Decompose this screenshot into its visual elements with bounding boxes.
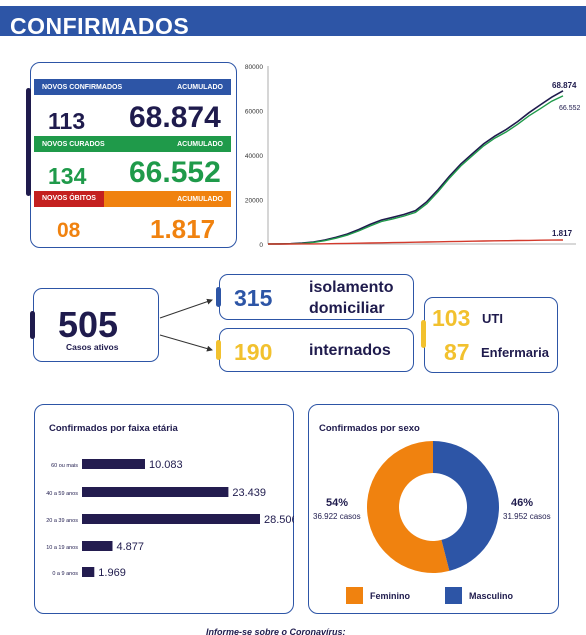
hospitalized-box <box>219 328 414 372</box>
age-value-label: 23.439 <box>232 487 266 499</box>
uti-value: 103 <box>432 305 471 331</box>
isolation-box <box>219 274 414 320</box>
active-total: 505 <box>58 304 119 345</box>
sex-panel <box>308 404 559 614</box>
male-pct: 46% <box>511 497 534 509</box>
confirmed-label: NOVOS CONFIRMADOS <box>42 83 123 91</box>
age-category-label: 60 ou mais <box>51 463 78 469</box>
age-value-label: 4.877 <box>117 541 145 553</box>
cured-new: 134 <box>48 163 87 189</box>
deaths-new: 08 <box>57 219 81 242</box>
deaths-label: NOVOS ÓBITOS <box>34 191 104 207</box>
isolation-accent-bar <box>216 287 221 307</box>
y-tick-label: 80000 <box>245 64 263 71</box>
age-chart-title: Confirmados por faixa etária <box>49 423 178 434</box>
confirmed-total: 68.874 <box>129 101 221 134</box>
age-bar <box>82 487 229 497</box>
male-count: 31.952 casos <box>503 512 551 521</box>
cumulative-line-chart: 80000 60000 40000 20000 0 68.874 66.552 1.817 <box>245 64 581 249</box>
breakdown-accent-bar <box>421 320 426 348</box>
cured-acc-label: ACUMULADO <box>177 140 223 148</box>
page-title: CONFIRMADOS <box>10 13 190 39</box>
active-label: Casos ativos <box>66 342 119 352</box>
age-value-label: 1.969 <box>98 567 126 579</box>
ward-value: 87 <box>444 339 470 365</box>
legend-female-label: Feminino <box>370 591 410 601</box>
cured-label: NOVOS CURADOS <box>42 140 105 148</box>
age-bar <box>82 459 145 469</box>
isolation-value: 315 <box>234 285 273 311</box>
legend-female-swatch <box>346 587 363 604</box>
footer-text: Informe-se sobre o Coronavírus: <box>206 627 346 635</box>
deaths-line <box>268 239 564 245</box>
end-value-label: 1.817 <box>552 229 573 238</box>
y-tick-label: 40000 <box>245 153 263 160</box>
end-value-label: 66.552 <box>559 105 581 112</box>
sex-donut-chart <box>367 441 499 573</box>
isolation-label-line1: isolamento <box>309 279 394 296</box>
age-bar <box>82 514 260 524</box>
sex-chart-title: Confirmados por sexo <box>319 423 420 434</box>
isolation-label-line2: domiciliar <box>309 300 385 317</box>
hospitalized-accent-bar <box>216 340 221 360</box>
cured-line <box>267 95 564 245</box>
age-value-label: 10.083 <box>149 459 183 471</box>
arrow-to-isolation <box>159 298 213 319</box>
age-category-label: 20 a 39 anos <box>46 518 78 524</box>
age-value-label: 28.506 <box>264 514 294 526</box>
female-pct: 54% <box>326 497 349 509</box>
ward-label: Enfermaria <box>481 345 549 360</box>
y-tick-label: 20000 <box>245 198 263 205</box>
active-accent-bar <box>30 311 35 339</box>
deaths-strip: NOVOS ÓBITOS ACUMULADO <box>34 191 231 207</box>
cured-total: 66.552 <box>129 156 221 189</box>
age-bar-chart: 60 ou mais 10.083 40 a 59 anos 23.439 20 a 3… <box>46 459 294 579</box>
male-slice <box>433 441 499 571</box>
deaths-acc-label: ACUMULADO <box>177 195 223 203</box>
age-bar <box>82 567 95 577</box>
female-slice <box>367 441 450 573</box>
end-value-label: 68.874 <box>552 81 577 90</box>
confirmed-new: 113 <box>48 108 86 134</box>
active-cases-box <box>33 288 159 362</box>
confirmed-acc-label: ACUMULADO <box>177 83 223 91</box>
deaths-total: 1.817 <box>150 214 216 244</box>
connector-arrows <box>159 298 213 352</box>
hospitalized-value: 190 <box>234 339 273 365</box>
confirmed-line <box>267 90 564 245</box>
age-category-label: 0 a 9 anos <box>52 571 78 577</box>
y-tick-label: 0 <box>259 242 263 249</box>
hospitalized-label: internados <box>309 342 391 359</box>
y-tick-label: 60000 <box>245 109 263 116</box>
female-count: 36.922 casos <box>313 512 361 521</box>
age-category-label: 10 a 19 anos <box>46 545 78 551</box>
age-category-label: 40 a 59 anos <box>46 491 78 497</box>
header-bar: CONFIRMADOS <box>0 6 586 39</box>
uti-label: UTI <box>482 311 503 326</box>
stats-accent-bar <box>26 88 31 196</box>
age-panel <box>34 404 294 614</box>
cured-strip: NOVOS CURADOS ACUMULADO <box>34 136 231 152</box>
legend-male-swatch <box>445 587 462 604</box>
arrow-to-hospitalized <box>159 334 213 352</box>
legend-male-label: Masculino <box>469 591 514 601</box>
confirmed-strip: NOVOS CONFIRMADOS ACUMULADO <box>34 79 231 95</box>
age-bar <box>82 541 113 551</box>
